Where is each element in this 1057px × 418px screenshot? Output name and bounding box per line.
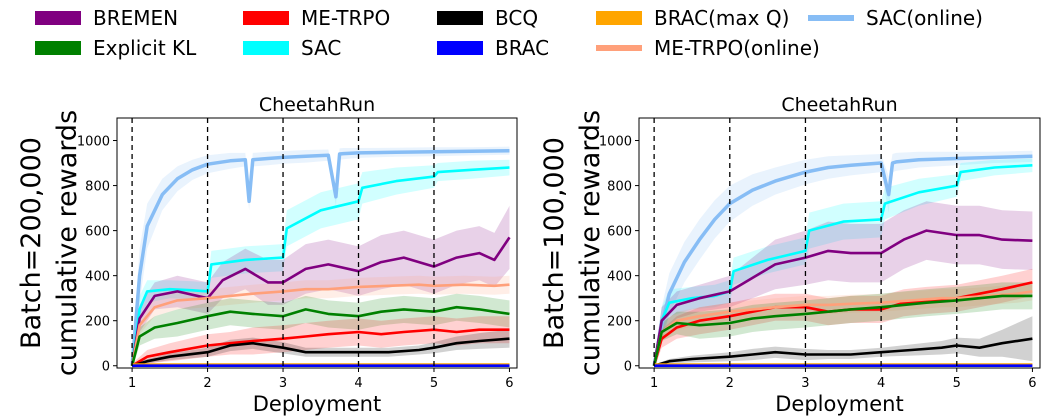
series-line-sac	[130, 166, 510, 366]
series-line-sac-online	[130, 148, 510, 366]
y-tick-label: 1000	[77, 135, 110, 150]
legend-label: ME-TRPO	[301, 6, 390, 30]
chart-title: CheetahRun	[781, 94, 897, 116]
legend-swatch	[243, 11, 289, 25]
series-line-explicit-kl	[652, 294, 1033, 366]
legend-item-bcq: BCQ	[437, 6, 538, 30]
legend-label: BCQ	[495, 6, 538, 30]
y-tick-label: 800	[607, 180, 632, 195]
x-tick-label: 6	[1028, 376, 1036, 391]
legend-label: BREMEN	[93, 6, 178, 30]
legend-label: ME-TRPO(online)	[654, 36, 820, 60]
legend-item-brac: BRAC	[437, 36, 549, 60]
legend-label: SAC(online)	[866, 6, 983, 30]
series-band-me-trpo-online	[132, 275, 510, 368]
y-axis-label-line-2: cumulative rewards	[52, 110, 83, 376]
x-tick-label: 2	[203, 376, 211, 391]
legend-swatch	[35, 41, 81, 55]
axes-frame	[638, 117, 1041, 369]
y-tick-label: 1000	[599, 135, 632, 150]
series-line-bcq	[131, 337, 510, 367]
plot-area	[130, 146, 511, 368]
series-line-me-trpo-online	[130, 283, 510, 366]
chart-title: CheetahRun	[259, 94, 375, 116]
series-line-sac-online	[652, 154, 1033, 367]
y-axis-label-line-1: Batch=200,000	[16, 137, 47, 349]
x-tick-label: 5	[953, 376, 961, 391]
plot-area	[652, 150, 1033, 368]
y-tick-label: 400	[85, 270, 110, 285]
y-tick-label: 200	[607, 315, 632, 330]
legend-item-sac: SAC	[243, 36, 341, 60]
series-line-bremen	[130, 236, 511, 366]
x-axis-label: Deployment	[775, 392, 903, 416]
axes-frame	[116, 117, 518, 369]
legend-item-brac-max-q: BRAC(max Q)	[596, 6, 789, 30]
y-tick-label: 200	[85, 315, 110, 330]
series-line-explicit-kl	[130, 305, 510, 367]
legend-swatch	[35, 11, 81, 25]
y-tick-label: 800	[85, 180, 110, 195]
y-tick-label: 0	[102, 360, 110, 375]
y-tick-label: 400	[607, 270, 632, 285]
legend-item-me-trpo: ME-TRPO	[243, 6, 390, 30]
legend-swatch	[243, 41, 289, 55]
x-tick-label: 5	[430, 376, 438, 391]
series-band-me-trpo	[654, 268, 1033, 368]
y-tick-label: 600	[85, 225, 110, 240]
series-line-bremen	[652, 229, 1033, 366]
legend-item-bremen: BREMEN	[35, 6, 178, 30]
chart-panel-right: 1 2 3 4 5 6 0 200 400 600 800 1000 CheetahRun Deploym…	[539, 94, 1041, 416]
x-tick-label: 4	[877, 376, 885, 391]
series-band-bremen	[132, 205, 510, 368]
series-line-me-trpo-online	[652, 290, 1033, 366]
series-band-bcq	[132, 329, 510, 367]
series-band-sac	[132, 159, 510, 368]
legend-swatch	[437, 11, 483, 25]
legend-label: BRAC(max Q)	[654, 6, 789, 30]
series-band-explicit-kl	[654, 282, 1033, 368]
series-line-bcq	[653, 337, 1033, 367]
x-tick-label: 1	[650, 376, 658, 391]
series-band-bremen	[654, 201, 1033, 368]
series-band-sac-online	[654, 150, 1033, 368]
x-tick-label: 6	[505, 376, 513, 391]
x-axis-label: Deployment	[253, 392, 381, 416]
x-tick-label: 4	[354, 376, 362, 391]
y-axis-label-line-1: Batch=100,000	[539, 137, 570, 349]
y-tick-label: 0	[624, 360, 632, 375]
x-tick-label: 1	[128, 376, 136, 391]
chart-panel-left: 1 2 3 4 5 6 0 200 400 600 800 1000 CheetahRun Deploym…	[16, 94, 518, 416]
legend-swatch	[596, 11, 642, 25]
legend-item-explicit-kl: Explicit KL	[35, 36, 197, 60]
legend-swatch	[437, 41, 483, 55]
legend-label: BRAC	[495, 36, 549, 60]
x-tick-label: 3	[279, 376, 287, 391]
series-line-me-trpo	[131, 328, 510, 367]
legend-item-sac-online: SAC(online)	[808, 6, 983, 30]
legend-item-me-trpo-online: ME-TRPO(online)	[596, 36, 820, 60]
legend-label: SAC	[301, 36, 341, 60]
series-band-me-trpo-online	[654, 282, 1033, 368]
legend-label: Explicit KL	[93, 36, 197, 60]
y-tick-label: 600	[607, 225, 632, 240]
series-band-me-trpo	[132, 316, 510, 368]
x-tick-label: 2	[726, 376, 734, 391]
y-axis-label-line-2: cumulative rewards	[575, 110, 606, 376]
legend: BREMEN Explicit KL ME-TRPO SAC BCQ BRAC BRAC(m…	[35, 6, 983, 60]
series-line-sac	[652, 164, 1033, 366]
x-tick-label: 3	[801, 376, 809, 391]
